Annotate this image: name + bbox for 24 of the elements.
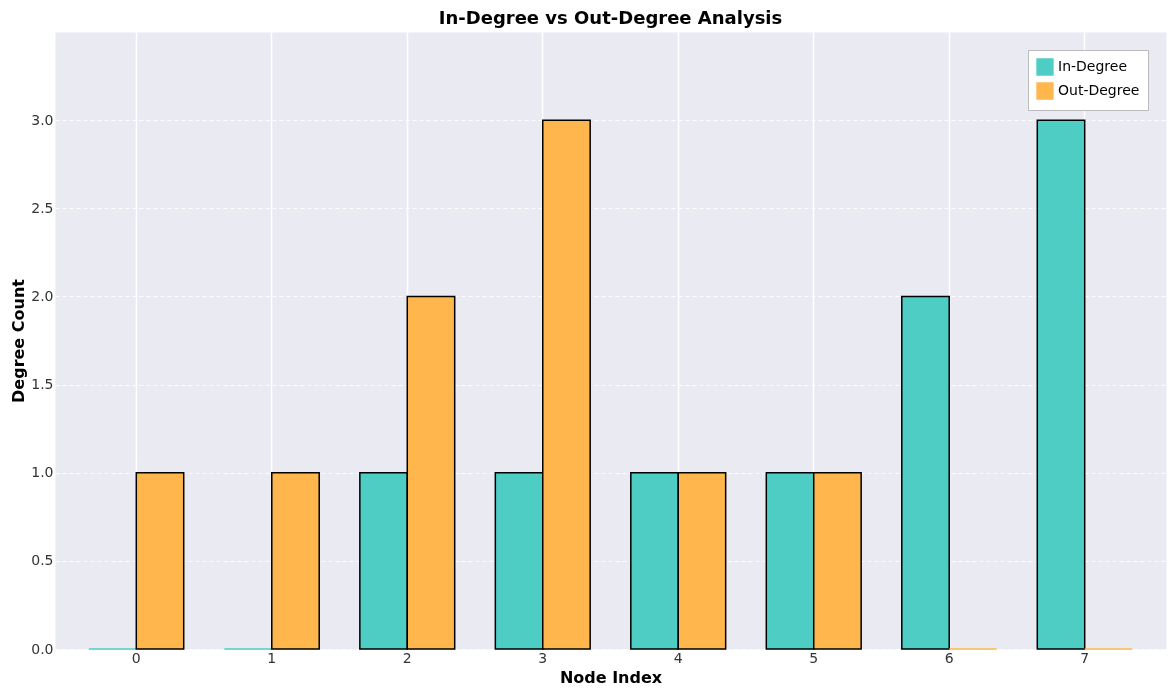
x-axis-title: Node Index <box>559 667 663 687</box>
y-tick-label: 1.5 <box>31 376 54 393</box>
x-tick-label: 3 <box>538 649 548 666</box>
y-tick-label: 0.5 <box>31 552 54 569</box>
x-tick-label: 2 <box>402 649 412 666</box>
y-tick-label: 2.5 <box>31 199 54 216</box>
x-tick-label: 0 <box>131 649 141 666</box>
x-tick-label: 6 <box>944 649 954 666</box>
legend-label: In-Degree <box>1058 58 1128 74</box>
x-tick-label: 5 <box>809 649 819 666</box>
x-tick-label: 1 <box>267 649 277 666</box>
bar <box>135 471 185 650</box>
y-tick-label: 2.0 <box>31 287 54 304</box>
legend-label: Out-Degree <box>1058 82 1140 98</box>
chart-title: In-Degree vs Out-Degree Analysis <box>438 7 783 28</box>
x-tick-label: 7 <box>1080 649 1090 666</box>
y-tick-label: 1.0 <box>31 464 54 481</box>
bar <box>901 295 950 650</box>
y-axis-title: Degree Count <box>9 278 29 403</box>
y-tick-label: 0.0 <box>31 640 54 657</box>
x-tick-label: 4 <box>673 649 683 666</box>
y-tick-label: 3.0 <box>31 111 54 128</box>
bar <box>1036 119 1086 650</box>
bar <box>271 471 320 650</box>
